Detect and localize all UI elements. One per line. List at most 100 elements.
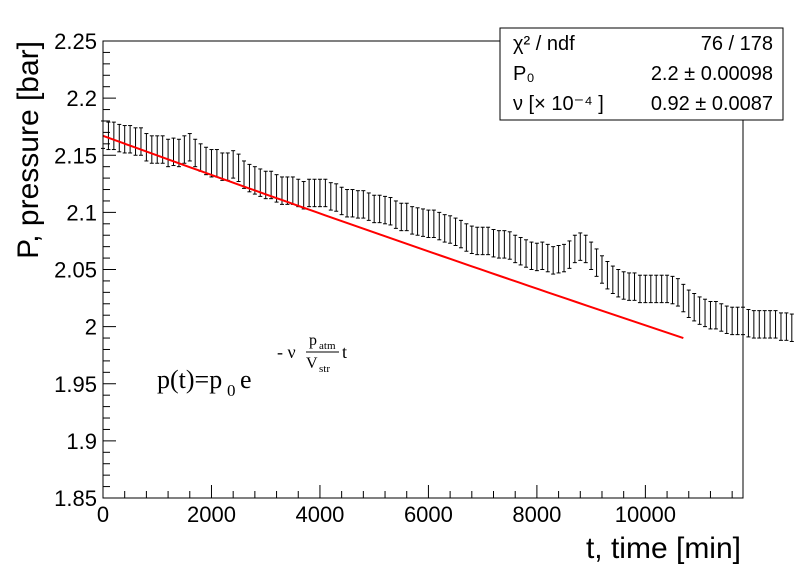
data-point: [453, 217, 458, 247]
data-point: [144, 133, 149, 162]
y-tick-label: 2.15: [54, 143, 97, 168]
data-point: [247, 163, 252, 193]
data-point: [670, 275, 675, 305]
data-point: [458, 219, 463, 249]
data-point: [133, 127, 138, 156]
data-point: [507, 231, 512, 260]
y-tick-label: 2.25: [54, 29, 97, 54]
data-point: [789, 313, 794, 342]
formula-frac-num-sub: atm: [319, 340, 336, 352]
data-point: [393, 200, 398, 229]
data-point: [659, 274, 664, 304]
data-point: [431, 209, 436, 239]
data-point: [719, 303, 724, 332]
data-point: [361, 190, 366, 219]
data-point: [632, 272, 637, 301]
data-point: [751, 310, 756, 339]
y-tick-label: 2.1: [66, 200, 97, 225]
data-point: [209, 149, 214, 178]
data-point: [529, 241, 534, 270]
data-point: [106, 121, 111, 151]
data-point: [290, 176, 295, 205]
formula-exp-prefix: - ν: [277, 342, 296, 362]
data-point: [562, 243, 567, 273]
data-point: [524, 239, 529, 268]
data-point: [778, 312, 783, 341]
data-point: [426, 209, 431, 239]
data-point: [686, 289, 691, 318]
stats-value-chi2: 76 / 178: [701, 33, 773, 55]
x-tick-label: 2000: [187, 502, 236, 527]
data-point: [627, 272, 632, 301]
data-point: [518, 237, 523, 266]
stats-box-frame: [499, 27, 784, 121]
y-tick-label: 1.85: [54, 486, 97, 511]
data-point: [735, 306, 740, 336]
data-point: [540, 241, 545, 270]
data-point: [323, 178, 328, 208]
data-point: [681, 283, 686, 313]
data-point: [383, 195, 388, 225]
formula-frac-den: V: [306, 355, 318, 372]
data-point: [534, 242, 539, 272]
x-tick-label: 8000: [512, 502, 561, 527]
data-point: [567, 240, 572, 269]
data-point: [421, 208, 425, 237]
stats-label-chi2: χ² / ndf: [513, 33, 575, 55]
y-tick-label: 2.05: [54, 258, 97, 283]
data-point: [513, 234, 518, 264]
data-point: [480, 226, 485, 256]
data-point: [388, 197, 393, 226]
data-point: [204, 146, 209, 176]
data-point: [399, 202, 404, 232]
data-point: [182, 135, 187, 164]
data-point: [708, 300, 713, 330]
stats-value-p0: 2.2 ± 0.00098: [651, 63, 773, 85]
data-point: [236, 153, 241, 183]
data-point: [496, 230, 501, 259]
data-point: [404, 202, 409, 232]
data-point: [583, 234, 588, 264]
data-point: [285, 176, 290, 205]
data-point: [665, 274, 670, 304]
data-point: [616, 269, 621, 298]
data-point: [551, 246, 556, 275]
data-point: [703, 298, 708, 328]
data-point: [366, 192, 371, 221]
data-point: [176, 138, 181, 168]
y-axis-title: P, pressure [bar]: [12, 41, 45, 259]
data-point: [448, 215, 453, 244]
data-point: [334, 183, 339, 212]
data-point: [155, 135, 160, 164]
data-point: [730, 306, 735, 336]
formula-frac-den-sub: str: [319, 363, 330, 375]
data-point: [724, 305, 729, 334]
data-point: [160, 135, 165, 164]
data-point: [198, 143, 203, 172]
data-point: [469, 225, 474, 255]
data-point: [610, 265, 615, 294]
data-point: [339, 186, 344, 216]
data-point: [746, 308, 751, 338]
data-point: [578, 232, 583, 261]
data-point: [621, 271, 626, 300]
data-point: [138, 127, 143, 156]
data-point: [269, 170, 274, 200]
stats-box: χ² / ndf 76 / 178 P₀ 2.2 ± 0.00098 ν [× …: [499, 27, 784, 121]
data-point: [312, 178, 317, 208]
formula-e: e: [240, 365, 252, 394]
data-point: [643, 274, 648, 304]
data-point: [307, 178, 312, 208]
data-point: [225, 152, 230, 181]
data-point: [111, 121, 116, 151]
x-tick-label: 0: [97, 502, 109, 527]
data-point: [415, 207, 420, 236]
x-tick-label: 6000: [404, 502, 453, 527]
data-point: [491, 229, 496, 258]
data-point: [594, 248, 599, 277]
data-point: [464, 223, 469, 252]
data-point: [713, 300, 718, 330]
data-point: [675, 278, 680, 307]
formula-sub0: 0: [227, 381, 236, 400]
data-point: [328, 182, 333, 211]
